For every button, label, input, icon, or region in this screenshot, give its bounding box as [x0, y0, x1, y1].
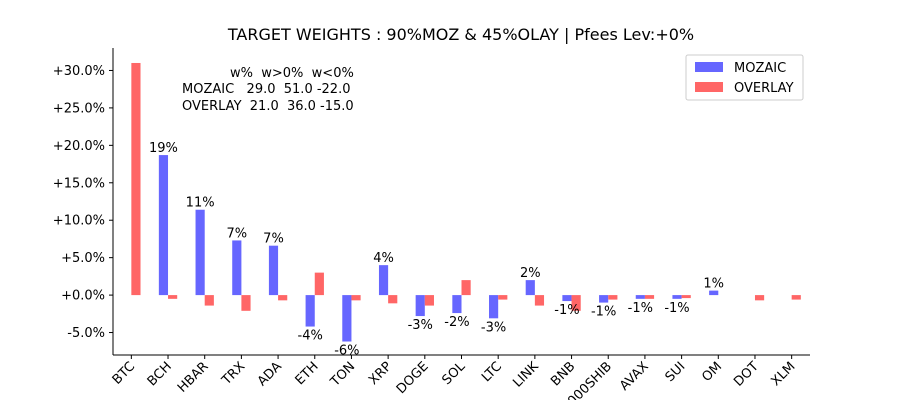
y-tick-label: +20.0%	[53, 139, 105, 154]
data-label-mozaic: 1%	[703, 277, 724, 292]
bar-overlay	[241, 295, 251, 311]
x-tick-label: LTC	[479, 359, 505, 385]
data-label-mozaic: -6%	[334, 344, 359, 359]
chart-title: TARGET WEIGHTS : 90%MOZ & 45%OLAY | Pfee…	[227, 25, 694, 44]
bar-mozaic	[635, 295, 645, 299]
y-tick-label: -5.0%	[67, 326, 105, 341]
bar-overlay	[131, 62, 141, 296]
legend-label-overlay: OVERLAY	[734, 81, 794, 96]
legend-swatch-mozaic	[695, 62, 723, 72]
data-label-mozaic: 11%	[186, 196, 215, 211]
bar-overlay	[424, 295, 434, 306]
x-tick-label: LINK	[510, 359, 542, 391]
x-tick-label: TRX	[219, 359, 249, 389]
y-tick-label: +10.0%	[53, 214, 105, 229]
bar-overlay	[571, 295, 581, 311]
data-label-mozaic: 7%	[226, 226, 247, 241]
bar-mozaic	[378, 265, 389, 296]
bar-mozaic	[599, 295, 609, 303]
x-tick-label: TON	[327, 359, 358, 390]
bar-mozaic	[452, 295, 462, 314]
data-label-mozaic: -1%	[591, 305, 616, 320]
bar-overlay	[204, 295, 214, 306]
bar-overlay	[168, 295, 178, 299]
bar-mozaic	[415, 295, 425, 317]
data-label-mozaic: -1%	[554, 303, 579, 318]
bar-overlay	[754, 295, 765, 301]
x-tick-label: AVAX	[617, 359, 652, 394]
data-label-mozaic: 7%	[263, 232, 284, 247]
data-label-mozaic: -3%	[408, 318, 433, 333]
y-tick-label: +15.0%	[53, 176, 105, 191]
y-tick-label: +5.0%	[61, 251, 105, 266]
x-tick-label: XLM	[769, 359, 799, 389]
data-label-mozaic: -3%	[481, 320, 506, 335]
x-tick-label: OM	[699, 359, 725, 385]
bar-mozaic	[268, 245, 279, 296]
bar-mozaic	[232, 240, 242, 296]
x-tick-label: DOGE	[394, 359, 432, 397]
data-label-mozaic: 4%	[373, 251, 394, 266]
stats-table: w% w>0% w<0% MOZAIC 29.0 51.0 -22.0 OVER…	[182, 66, 354, 114]
y-tick-label: +30.0%	[53, 64, 105, 79]
x-tick-label: XRP	[366, 359, 395, 388]
bar-overlay	[461, 280, 471, 296]
x-tick-label: DOT	[731, 359, 762, 390]
bar-overlay	[351, 295, 361, 301]
legend-label-mozaic: MOZAIC	[734, 61, 786, 76]
bar-overlay	[278, 295, 288, 301]
stats-row-mozaic: MOZAIC 29.0 51.0 -22.0	[182, 82, 350, 97]
bar-mozaic	[305, 295, 315, 327]
y-tick-label: +25.0%	[53, 101, 105, 116]
plot-area: -5.0% +0.0% +5.0% +10.0% +15.0% +20.0% +25.0% +…	[53, 48, 810, 400]
x-tick-label: BCH	[145, 359, 175, 389]
bar-overlay	[534, 295, 545, 306]
bar-overlay	[644, 295, 655, 299]
bar-mozaic	[158, 155, 169, 296]
y-tick-label: +0.0%	[61, 289, 105, 304]
bar-mozaic	[489, 295, 499, 319]
bar-overlay	[791, 295, 801, 300]
stats-header: w% w>0% w<0%	[230, 66, 354, 81]
bar-overlay	[681, 295, 691, 299]
data-label-mozaic: -2%	[444, 315, 469, 330]
bar-overlay	[388, 295, 398, 304]
x-tick-label: SOL	[440, 359, 469, 388]
bar-mozaic	[672, 295, 682, 299]
bar-mozaic	[562, 295, 572, 302]
legend-swatch-overlay	[695, 82, 723, 92]
bar-mozaic	[342, 295, 352, 342]
x-tick-label: SUI	[663, 359, 689, 385]
x-tick-label: ETH	[293, 359, 322, 388]
data-label-mozaic: 2%	[520, 266, 541, 281]
bar-mozaic	[195, 209, 205, 296]
bar-mozaic	[709, 290, 719, 296]
data-label-mozaic: -1%	[628, 301, 653, 316]
x-tick-label: ADA	[255, 359, 285, 389]
bar-overlay	[314, 272, 324, 296]
x-tick-label: BNB	[548, 359, 578, 389]
legend: MOZAIC OVERLAY	[685, 54, 804, 101]
data-label-mozaic: -1%	[664, 301, 689, 316]
x-tick-label: BTC	[110, 359, 138, 387]
bar-overlay	[608, 295, 618, 300]
data-label-mozaic: -4%	[298, 329, 323, 344]
data-label-mozaic: 19%	[149, 141, 178, 156]
bar-overlay	[498, 295, 508, 300]
x-tick-label: HBAR	[175, 359, 212, 396]
bar-mozaic	[525, 280, 535, 296]
stats-row-overlay: OVERLAY 21.0 36.0 -15.0	[182, 99, 354, 114]
